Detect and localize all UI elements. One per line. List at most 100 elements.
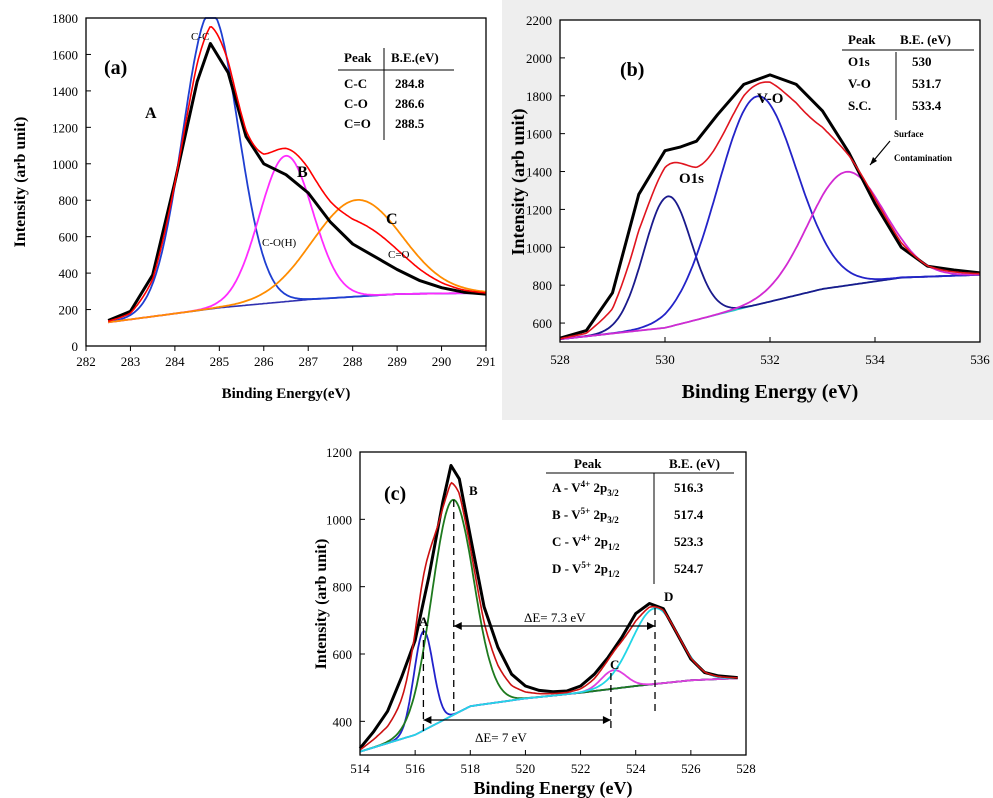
y-tick-label: 1000 xyxy=(52,157,78,172)
panel-a-table-row3-be: 288.5 xyxy=(395,116,425,131)
panel-b-surface-label-2: Contamination xyxy=(894,153,952,163)
y-tick-label: 1200 xyxy=(526,202,552,217)
chart-panel-a: 282 283 284 285 286 287 288 289 290 291 0 200 400 60… xyxy=(0,0,500,420)
delta-lower-arrowhead-right xyxy=(602,716,611,724)
panel-c-table-row-be: 517.4 xyxy=(674,507,704,522)
panel-c-letter-a: A xyxy=(419,614,429,629)
panel-c-frame xyxy=(359,451,747,756)
panel-c-y-ticks: 400 600 800 1000 1200 xyxy=(326,445,365,729)
panel-a-label: (a) xyxy=(104,57,127,79)
y-tick-label: 1200 xyxy=(52,120,78,135)
y-tick-label: 1400 xyxy=(526,165,552,180)
y-tick-label: 1000 xyxy=(326,512,352,527)
panel-c-table-row-be: 523.3 xyxy=(674,534,704,549)
panel-a-peak-c-oh: C-O(H) xyxy=(262,237,297,249)
panel-a-table: Peak B.E.(eV) C-C 284.8 C-O 286.6 C=O 28… xyxy=(338,48,454,140)
panel-b-surface-label-1: Surface xyxy=(894,129,924,139)
panel-b-x-ticks: 528 530 532 534 536 xyxy=(550,337,990,367)
y-tick-label: 1400 xyxy=(52,84,78,99)
y-tick-label: 600 xyxy=(59,230,79,245)
envelope-fit xyxy=(359,481,738,751)
panel-a-table-row1-peak: C-C xyxy=(344,76,367,91)
panel-b-y-ticks: 600 800 1000 1200 1400 1600 1800 2000 2200 xyxy=(526,13,565,331)
panel-b-table-header-peak: Peak xyxy=(848,32,876,47)
delta-lower-arrowhead-left xyxy=(423,716,432,724)
panel-a-peak-c-eq-o: C=O xyxy=(388,249,410,261)
panel-c-table-row-be: 524.7 xyxy=(674,561,704,576)
panel-a-frame xyxy=(85,17,487,347)
y-tick-label: 800 xyxy=(533,278,553,293)
panel-b-surface-arrowhead xyxy=(870,157,877,165)
y-tick-label: 800 xyxy=(59,193,79,208)
panel-c-x-axis-title: Binding Energy (eV) xyxy=(473,778,632,798)
panel-c-delta-upper: ΔE= 7.3 eV xyxy=(524,610,586,625)
panel-c-table-row-peak: C - V4+ 2p1/2 xyxy=(552,533,620,552)
x-tick-label: 522 xyxy=(571,761,591,776)
panel-c-table-header-peak: Peak xyxy=(574,456,602,471)
x-tick-label: 282 xyxy=(76,354,96,369)
y-tick-label: 800 xyxy=(333,580,353,595)
panel-a-letter-b: B xyxy=(297,164,308,181)
panel-a-table-row3-peak: C=O xyxy=(344,116,371,131)
envelope-fit xyxy=(107,25,487,322)
panel-b-table-header-be: B.E. (eV) xyxy=(900,32,951,47)
y-tick-label: 1600 xyxy=(526,127,552,142)
panel-a-y-ticks: 0 200 400 600 800 1000 1200 1400 1600 1800 xyxy=(52,11,91,354)
y-tick-label: 600 xyxy=(333,647,353,662)
panel-c-y-axis-title: Intensity (arb unit) xyxy=(313,539,330,670)
panel-b-x-axis-title: Binding Energy (eV) xyxy=(682,381,859,403)
x-tick-label: 534 xyxy=(865,352,885,367)
panel-b-table: Peak B.E. (eV) O1s 530 V-O 531.7 S.C. 53… xyxy=(842,32,974,120)
x-tick-label: 287 xyxy=(298,354,318,369)
chart-panel-c: 514 516 518 520 522 524 526 528 400 600 800 1000 12… xyxy=(300,432,760,798)
panel-b-plot-area xyxy=(559,73,981,341)
y-tick-label: 200 xyxy=(59,303,79,318)
x-tick-label: 291 xyxy=(476,354,496,369)
panel-b-table-row1-peak: O1s xyxy=(848,54,870,69)
x-tick-label: 286 xyxy=(254,354,274,369)
component-peak-2 xyxy=(559,95,980,341)
delta-upper-arrowhead-right xyxy=(647,622,656,630)
panel-c-label: (c) xyxy=(384,483,406,505)
x-tick-label: 518 xyxy=(461,761,481,776)
y-tick-label: 400 xyxy=(333,714,353,729)
panel-b-label: (b) xyxy=(620,59,644,81)
panel-c-table-row-peak: A - V4+ 2p3/2 xyxy=(552,479,619,498)
x-tick-label: 514 xyxy=(350,761,370,776)
panel-c-letter-b: B xyxy=(469,483,478,498)
panel-a-letter-c: C xyxy=(386,211,398,228)
x-tick-label: 532 xyxy=(760,352,780,367)
panel-c-peak-markers xyxy=(422,500,656,733)
panel-c-delta-lower: ΔE= 7 eV xyxy=(475,730,527,745)
x-tick-label: 528 xyxy=(736,761,756,776)
y-tick-label: 400 xyxy=(59,266,79,281)
panel-c-table-row-peak: B - V5+ 2p3/2 xyxy=(552,506,619,525)
x-tick-label: 284 xyxy=(165,354,185,369)
x-tick-label: 289 xyxy=(387,354,407,369)
y-tick-label: 1600 xyxy=(52,47,78,62)
panel-c-table-header-be: B.E. (eV) xyxy=(669,456,720,471)
envelope-fit xyxy=(559,81,981,340)
x-tick-label: 516 xyxy=(405,761,425,776)
x-tick-label: 285 xyxy=(210,354,230,369)
panel-a-x-ticks: 282 283 284 285 286 287 288 289 290 291 xyxy=(76,346,496,369)
measured-spectrum xyxy=(559,73,981,340)
panel-c-table-row-peak: D - V5+ 2p1/2 xyxy=(552,560,620,579)
panel-c-table-row-be: 516.3 xyxy=(674,480,704,495)
panel-a-x-axis-title: Binding Energy(eV) xyxy=(222,386,351,402)
panel-b-y-axis-title: Intensity (arb unit) xyxy=(508,108,529,255)
panel-c-letter-d: D xyxy=(664,589,673,604)
y-tick-label: 2000 xyxy=(526,51,552,66)
y-tick-label: 600 xyxy=(533,316,553,331)
y-tick-label: 1800 xyxy=(526,89,552,104)
panel-a-plot-area xyxy=(107,17,487,324)
x-tick-label: 290 xyxy=(432,354,452,369)
panel-a-table-row1-be: 284.8 xyxy=(395,76,425,91)
component-peak-3 xyxy=(108,199,487,324)
x-tick-label: 524 xyxy=(626,761,646,776)
panel-b-table-row3-peak: S.C. xyxy=(848,98,871,113)
panel-a-table-row2-peak: C-O xyxy=(344,96,368,111)
panel-c-x-ticks: 514 516 518 520 522 524 526 528 xyxy=(350,750,756,776)
x-tick-label: 526 xyxy=(681,761,701,776)
y-tick-label: 1000 xyxy=(526,240,552,255)
